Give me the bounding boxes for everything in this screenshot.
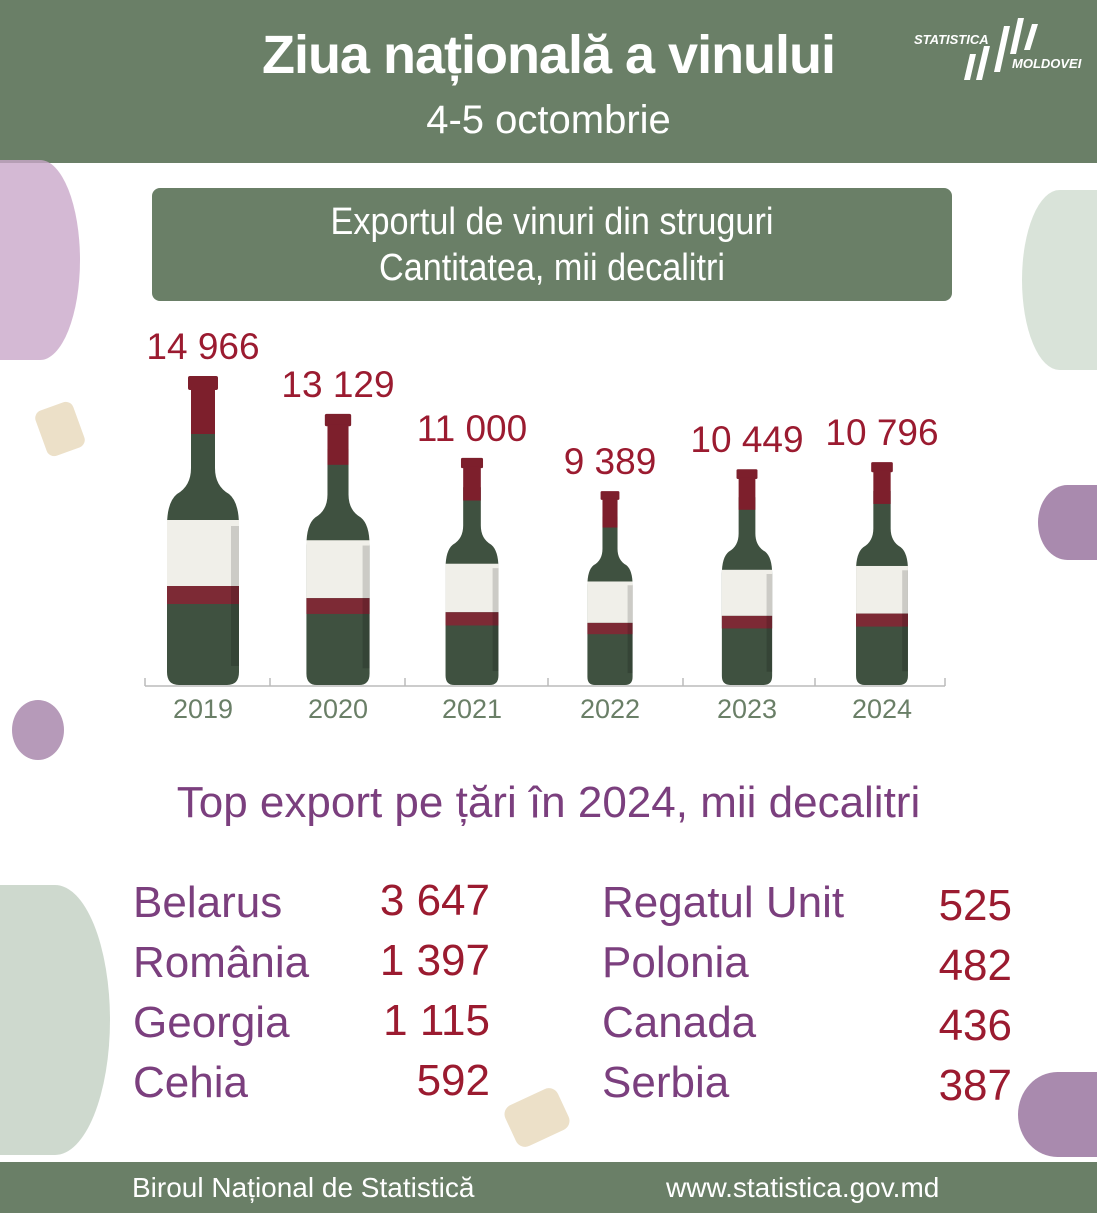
footer: Biroul Național de Statistică www.statis… [0,1162,1097,1213]
year-label: 2019 [172,694,234,724]
value-label: 13 129 [281,363,395,405]
country-name: Regatul Unit [602,878,845,927]
value-label: 14 966 [146,326,260,367]
header: Ziua națională a vinului 4-5 octombrie S… [0,0,1097,163]
value-label: 11 000 [416,407,528,449]
footer-website[interactable]: www.statistica.gov.md [666,1172,940,1203]
country-name: România [133,938,310,987]
country-name: Canada [602,998,757,1047]
grape-decoration [0,160,80,360]
country-value: 525 [938,881,1012,930]
grape-decoration [12,700,64,760]
country-name: Georgia [133,998,290,1047]
year-label: 2020 [307,694,369,724]
value-label: 9 389 [563,441,657,483]
chart-unit: Cantitatea, mii decalitri [379,247,725,289]
value-label: 10 796 [825,412,939,454]
page-subtitle: 4-5 octombrie [426,98,671,142]
year-label: 2024 [851,694,913,724]
bottle-bar-2019 [167,376,239,685]
plum-decoration [1018,1072,1097,1157]
bottle-bar-2022 [587,491,633,685]
country-value: 592 [416,1056,490,1105]
value-label: 10 449 [690,419,804,461]
bottle-bar-2023 [721,469,773,686]
plum-decoration [1038,485,1097,560]
footer-organization: Biroul Național de Statistică [132,1172,475,1203]
country-name: Polonia [602,938,749,987]
bottle-bar-2021 [445,457,499,685]
leaf-decoration [0,885,110,1155]
country-value: 482 [938,941,1012,990]
statistica-moldovei-logo: STATISTICA MOLDOVEI [912,10,1092,90]
country-value: 387 [938,1061,1012,1110]
country-value: 1 115 [383,996,490,1045]
country-name: Serbia [602,1058,730,1107]
year-label: 2021 [441,694,503,724]
country-value: 1 397 [379,936,490,985]
year-label: 2023 [716,694,778,724]
country-value: 436 [938,1001,1012,1050]
chart-title-box: Exportul de vinuri din struguri Cantitat… [152,188,952,301]
country-name: Belarus [133,878,283,927]
bottle-bar-2024 [856,462,908,685]
cork-decoration [501,1084,573,1151]
bottle-chart [144,376,946,687]
leaf-decoration [1022,190,1097,370]
page-title: Ziua națională a vinului [261,25,836,85]
country-name: Cehia [133,1058,248,1107]
chart-title: Exportul de vinuri din struguri [330,201,774,243]
country-value: 3 647 [379,876,490,925]
year-label: 2022 [579,694,641,724]
top-export-title: Top export pe țări în 2024, mii decalitr… [176,778,921,827]
bottle-bar-2020 [306,413,370,685]
